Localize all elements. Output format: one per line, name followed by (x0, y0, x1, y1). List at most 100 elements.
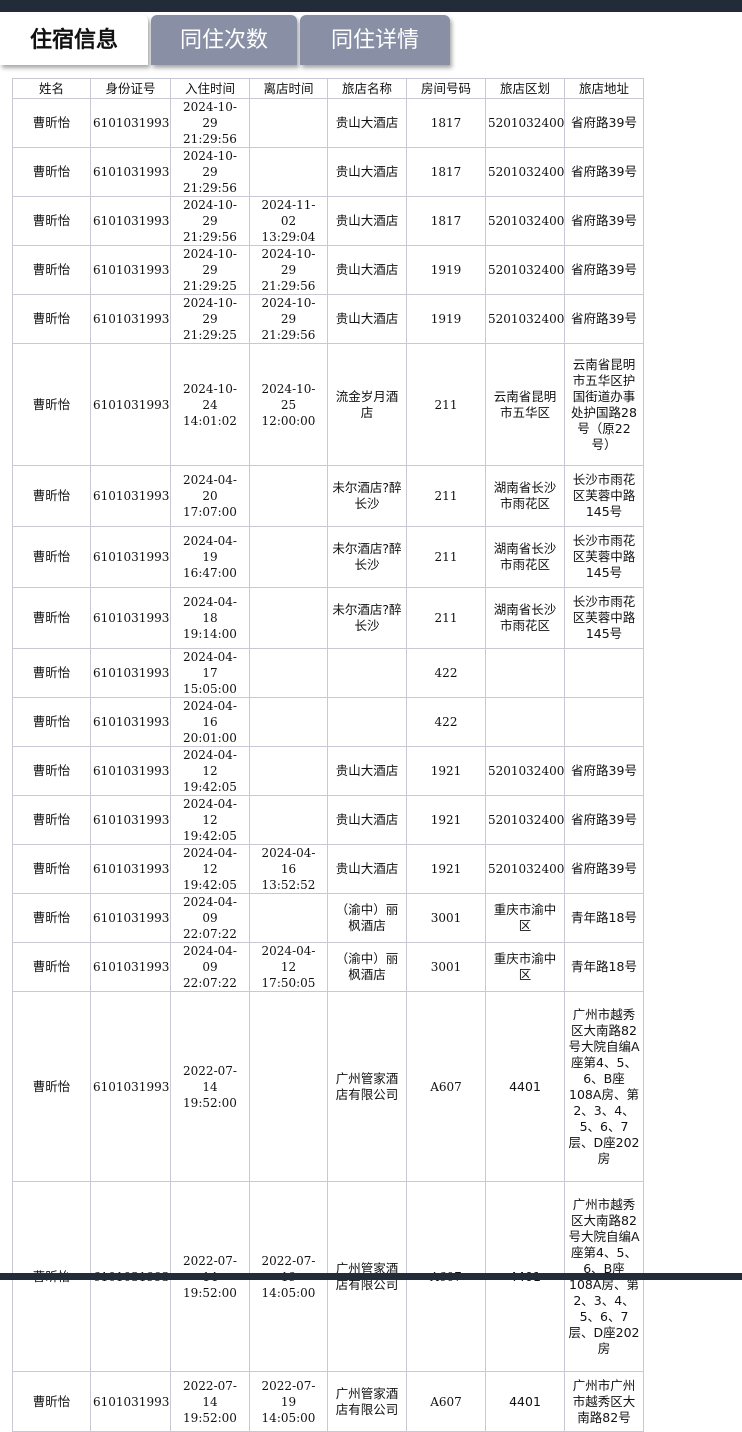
table-cell (249, 526, 328, 588)
table-cell: 省府路39号 (564, 294, 644, 344)
table-cell: 610103199303 (90, 942, 171, 992)
table-cell: 610103199303 (90, 844, 171, 894)
table-cell: 省府路39号 (564, 795, 644, 845)
table-cell: 610103199303 (90, 893, 171, 943)
table-row: 曹昕怡6101031993032024-04-20 17:07:00 未尔酒店?醉… (12, 465, 644, 527)
table-cell (249, 587, 328, 649)
table-cell: 2024-04-16 13:52:52 (249, 844, 328, 894)
table-cell: 重庆市渝中区 (485, 893, 565, 943)
table-cell: 1921 (406, 844, 486, 894)
table-row: 曹昕怡6101031993032024-04-19 16:47:00 未尔酒店?醉… (12, 526, 644, 588)
table-cell: 2024-10-29 21:29:56 (170, 147, 250, 197)
table-cell: A607 (406, 991, 486, 1182)
column-header: 入住时间 (170, 78, 250, 99)
table-cell: 曹昕怡 (12, 648, 91, 698)
table-cell: 520103240000 (485, 147, 565, 197)
tab[interactable]: 同住次数 (151, 15, 297, 65)
table-cell: A607 (406, 1371, 486, 1432)
table-cell: 520103240000 (485, 294, 565, 344)
table-cell: 曹昕怡 (12, 942, 91, 992)
table-cell: 520103240000 (485, 98, 565, 148)
table-cell: 2024-10-29 21:29:25 (170, 294, 250, 344)
table-cell (249, 697, 328, 747)
table-cell: 未尔酒店?醉长沙 (327, 526, 407, 588)
table-cell (249, 991, 328, 1182)
table-cell: 3001 (406, 893, 486, 943)
table-cell (249, 648, 328, 698)
table-cell: 贵山大酒店 (327, 196, 407, 246)
table-cell (327, 697, 407, 747)
table-row: 曹昕怡6101031993032024-10-29 21:29:252024-1… (12, 245, 644, 295)
table-cell: 610103199303 (90, 795, 171, 845)
table-cell: 青年路18号 (564, 942, 644, 992)
table-cell: 贵山大酒店 (327, 245, 407, 295)
table-cell: 2024-04-12 17:50:05 (249, 942, 328, 992)
table-cell: 广州管家酒店有限公司 (327, 991, 407, 1182)
table-cell: 省府路39号 (564, 844, 644, 894)
table-row: 曹昕怡6101031993032022-07-14 19:52:00 广州管家酒店… (12, 991, 644, 1182)
table-cell: 曹昕怡 (12, 526, 91, 588)
table-cell: 211 (406, 343, 486, 466)
table-row: 曹昕怡6101031993032024-04-17 15:05:00 422 (12, 648, 644, 698)
table-cell: 省府路39号 (564, 147, 644, 197)
table-cell: 211 (406, 526, 486, 588)
table-cell: 2024-10-29 21:29:56 (249, 245, 328, 295)
table-cell: 长沙市雨花区芙蓉中路145号 (564, 587, 644, 649)
table-cell: 曹昕怡 (12, 844, 91, 894)
table-cell: 610103199303 (90, 98, 171, 148)
table-cell (249, 465, 328, 527)
table-cell: 2024-04-12 19:42:05 (170, 746, 250, 796)
table-cell: 2024-04-12 19:42:05 (170, 795, 250, 845)
lodging-table: 姓名 身份证号 入住时间 离店时间 旅店名称 房间号码 旅店区划 旅店地址 曹昕怡 610103… (12, 78, 644, 1432)
table-cell: 曹昕怡 (12, 795, 91, 845)
table-cell (564, 697, 644, 747)
table-row: 曹昕怡6101031993032022-07-14 19:52:002022-0… (12, 1371, 644, 1432)
table-cell (249, 893, 328, 943)
table-cell: 610103199303 (90, 294, 171, 344)
table-cell: 2024-10-29 21:29:25 (170, 245, 250, 295)
table-cell (327, 648, 407, 698)
table-cell: 520103240000 (485, 746, 565, 796)
column-header: 旅店地址 (564, 78, 644, 99)
tab[interactable]: 同住详情 (300, 15, 450, 65)
table-cell (249, 147, 328, 197)
table-cell: 曹昕怡 (12, 98, 91, 148)
table-cell (249, 795, 328, 845)
table-cell: 422 (406, 648, 486, 698)
table-cell: 省府路39号 (564, 746, 644, 796)
table-cell: 2024-04-20 17:07:00 (170, 465, 250, 527)
table-cell: 520103240000 (485, 844, 565, 894)
table-cell: 2024-10-29 21:29:56 (170, 98, 250, 148)
table-cell: 曹昕怡 (12, 343, 91, 466)
table-cell: 610103199303 (90, 991, 171, 1182)
table-cell: （渝中）丽枫酒店 (327, 942, 407, 992)
table-cell: 贵山大酒店 (327, 795, 407, 845)
table-cell: 曹昕怡 (12, 465, 91, 527)
table-cell: 长沙市雨花区芙蓉中路145号 (564, 465, 644, 527)
table-cell: 广州市广州市越秀区大南路82号 (564, 1371, 644, 1432)
tab[interactable]: 住宿信息 (0, 15, 148, 65)
table-cell (485, 697, 565, 747)
table-cell: 610103199303 (90, 465, 171, 527)
table-cell: 520103240000 (485, 245, 565, 295)
table-cell: 曹昕怡 (12, 991, 91, 1182)
table-cell: 2024-10-29 21:29:56 (249, 294, 328, 344)
table-cell: 3001 (406, 942, 486, 992)
table-cell: 2022-07-19 14:05:00 (249, 1371, 328, 1432)
table-cell: 1921 (406, 746, 486, 796)
table-cell: 湖南省长沙市雨花区 (485, 526, 565, 588)
table-cell: 610103199303 (90, 746, 171, 796)
table-row: 曹昕怡6101031993032024-04-09 22:07:222024-0… (12, 942, 644, 992)
table-cell: 1919 (406, 245, 486, 295)
column-header: 旅店区划 (485, 78, 565, 99)
table-cell: 2024-04-18 19:14:00 (170, 587, 250, 649)
table-row: 曹昕怡6101031993032024-10-29 21:29:562024-1… (12, 196, 644, 246)
table-row: 曹昕怡6101031993032024-10-29 21:29:56 贵山大酒店1… (12, 98, 644, 148)
table-cell: 1817 (406, 147, 486, 197)
table-cell: 流金岁月酒店 (327, 343, 407, 466)
table-cell: 2022-07-14 19:52:00 (170, 1371, 250, 1432)
table-cell: 云南省昆明市五华区 (485, 343, 565, 466)
table-row: 曹昕怡6101031993032024-04-12 19:42:05 贵山大酒店1… (12, 795, 644, 845)
table-cell: 广州管家酒店有限公司 (327, 1371, 407, 1432)
table-cell: （渝中）丽枫酒店 (327, 893, 407, 943)
